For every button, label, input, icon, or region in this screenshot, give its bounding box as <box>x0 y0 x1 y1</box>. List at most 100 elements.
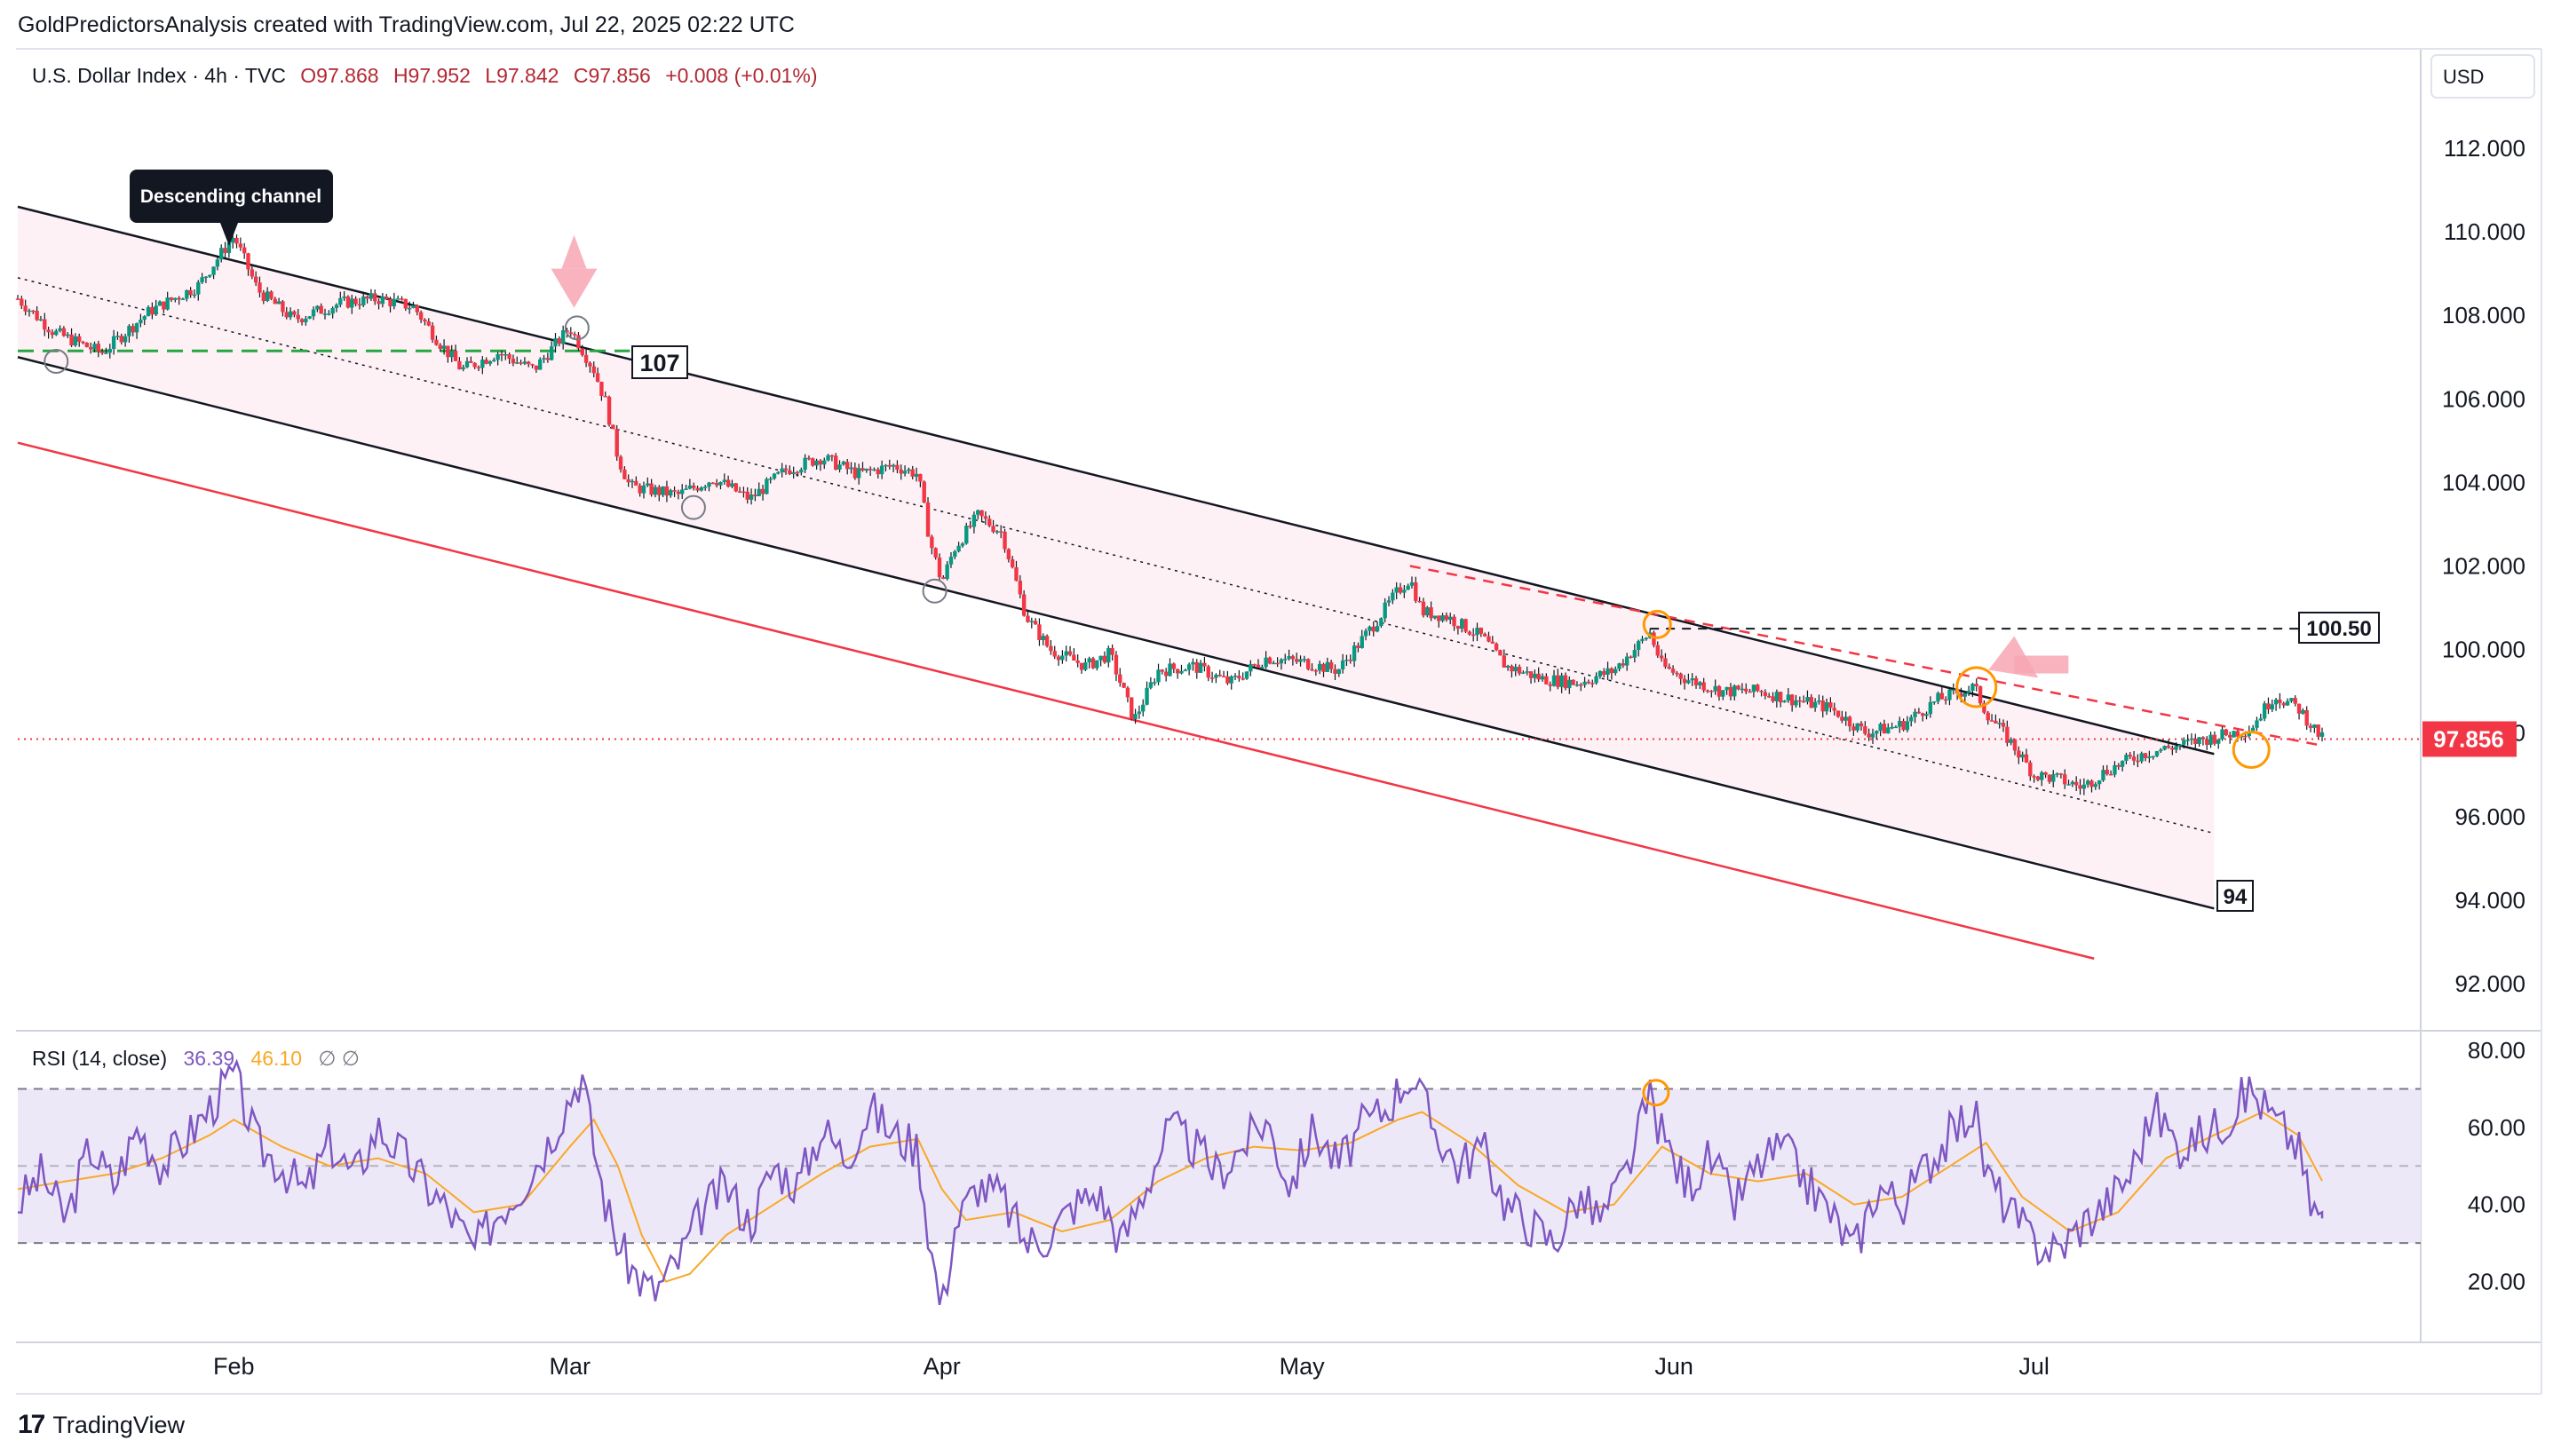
rsi-tick-label: 80.00 <box>2468 1037 2525 1064</box>
candle-body <box>2051 774 2056 782</box>
time-tick-label: Apr <box>924 1353 961 1380</box>
candle-body <box>299 319 305 322</box>
candle-body <box>687 485 693 489</box>
candle-body <box>69 334 74 346</box>
candle-body <box>983 516 988 519</box>
candle-body <box>626 479 630 483</box>
candle-body <box>1363 630 1368 637</box>
candle-body <box>284 312 289 318</box>
candle-body <box>2139 753 2144 762</box>
candle-body <box>1317 663 1322 671</box>
candle-body <box>879 465 884 475</box>
candle-body <box>826 455 830 461</box>
candle-body <box>768 479 773 480</box>
candle-body <box>1498 650 1503 656</box>
candle-body <box>2250 727 2256 732</box>
candle-body <box>834 455 838 470</box>
candle-body <box>1525 671 1529 673</box>
candle-body <box>2116 764 2121 767</box>
candle-body <box>395 298 400 300</box>
candle-body <box>1617 663 1621 669</box>
candle-body <box>1994 720 1998 724</box>
candle-body <box>791 471 796 474</box>
candle-body <box>265 291 270 301</box>
candle-body <box>2136 760 2140 763</box>
candle-body <box>1832 708 1836 711</box>
candle-body <box>2200 737 2206 740</box>
candle-body <box>173 297 178 300</box>
candle-body <box>2105 770 2109 774</box>
candle-body <box>1463 619 1468 632</box>
candle-body <box>795 471 800 474</box>
candle-body <box>2101 770 2105 780</box>
candle-body <box>503 353 508 356</box>
descending-channel-callout[interactable]: Descending channel <box>130 170 333 246</box>
currency-button[interactable]: USD <box>2430 54 2535 99</box>
time-tick-label: May <box>1280 1353 1326 1380</box>
candle-body <box>1786 694 1791 701</box>
candle-body <box>718 481 723 486</box>
candle-body <box>461 367 465 369</box>
candle-body <box>1298 659 1303 662</box>
candle-body <box>38 319 44 321</box>
candle-body <box>902 471 908 474</box>
price-pane[interactable]: Descending channel 107 100.50 94 112.000… <box>15 135 2525 997</box>
candle-body <box>496 353 500 360</box>
candle-body <box>2162 746 2167 750</box>
candle-body <box>572 334 577 336</box>
candle-body <box>1571 679 1575 685</box>
candles <box>15 231 2325 795</box>
candle-body <box>1087 658 1091 663</box>
touch-marker-circle <box>44 348 69 374</box>
candle-body <box>1782 700 1787 703</box>
candle-body <box>1590 683 1595 684</box>
candle-body <box>373 293 377 302</box>
candle-body <box>1682 678 1687 684</box>
candle-body <box>725 479 731 487</box>
candle-body <box>1774 692 1780 701</box>
candle-body <box>2035 776 2041 780</box>
candle-body <box>31 310 36 313</box>
candle-body <box>1244 671 1249 679</box>
candle-body <box>1528 671 1534 678</box>
low-value: L97.842 <box>485 64 559 87</box>
currency-label: USD <box>2443 66 2484 88</box>
candle-body <box>2228 734 2232 738</box>
candle-body <box>66 334 70 336</box>
rsi-axis: 80.00 60.00 40.00 20.00 <box>2468 1037 2525 1295</box>
candle-body <box>1328 661 1334 669</box>
candle-body <box>1759 691 1764 692</box>
candle-body <box>1064 651 1068 656</box>
candle-body <box>1693 678 1699 685</box>
candle-body <box>2266 703 2271 710</box>
candle-body <box>607 396 612 425</box>
candle-body <box>2009 739 2013 743</box>
candle-body <box>307 316 312 319</box>
rsi-line <box>17 1058 2324 1306</box>
rsi-pane[interactable]: 80.00 60.00 40.00 20.00 <box>17 1037 2525 1306</box>
candle-body <box>557 338 562 344</box>
candle-body <box>2159 749 2163 752</box>
candle-body <box>1916 711 1922 714</box>
candle-body <box>2255 720 2259 728</box>
candle-body <box>1921 713 1925 716</box>
candle-body <box>891 464 896 467</box>
support-line <box>17 441 2095 960</box>
candle-body <box>1414 582 1418 601</box>
candle-body <box>1072 654 1076 661</box>
candle-body <box>403 298 408 309</box>
candle-body <box>2131 756 2137 761</box>
candle-body <box>1652 632 1656 645</box>
candle-body <box>553 338 558 347</box>
close-value: C97.856 <box>574 64 651 87</box>
candle-body <box>211 266 216 275</box>
time-tick-label: Jun <box>1654 1353 1693 1380</box>
candle-body <box>2189 738 2194 740</box>
candle-body <box>2273 700 2279 705</box>
down-arrow-icon <box>551 234 598 308</box>
candle-body <box>1629 656 1633 659</box>
candle-body <box>991 526 995 533</box>
tradingview-footer[interactable]: 17 TradingView <box>18 1410 185 1440</box>
candle-body <box>1594 677 1598 684</box>
rsi-extra-values: ∅ ∅ <box>318 1047 359 1070</box>
